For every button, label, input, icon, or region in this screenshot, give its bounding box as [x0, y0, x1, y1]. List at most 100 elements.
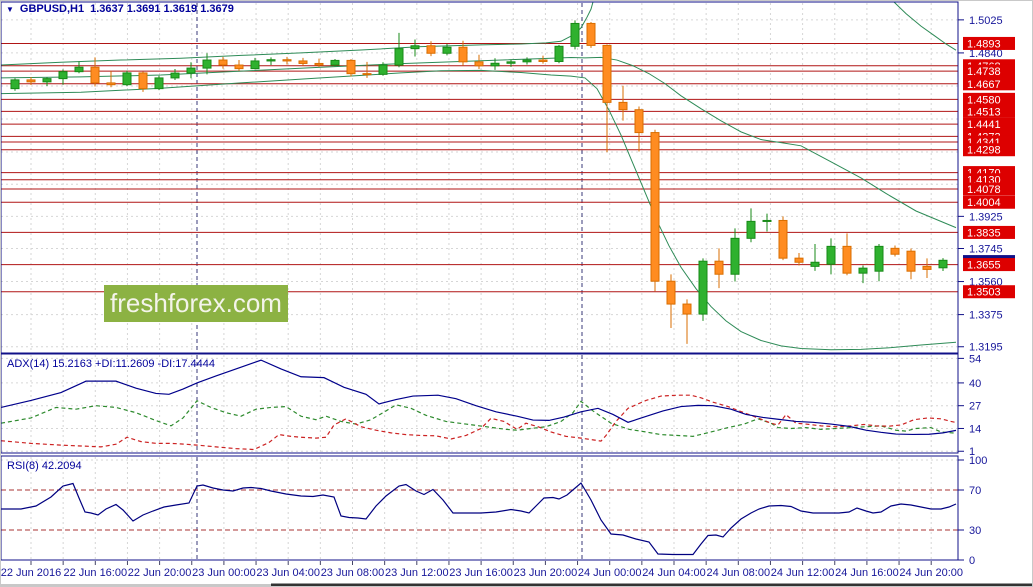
- bearish-candle: [906, 248, 916, 280]
- time-label: 24 Jun 04:00: [642, 567, 706, 579]
- bullish-candle: [378, 62, 388, 76]
- bearish-candle: [922, 258, 932, 278]
- price-tick-label: 1.3925: [969, 211, 1003, 223]
- bearish-candle: [426, 41, 436, 57]
- bullish-candle: [170, 68, 180, 81]
- time-label: 22 Jun 16:00: [63, 567, 127, 579]
- svg-text:1.4441: 1.4441: [967, 119, 1001, 131]
- svg-text:1.4004: 1.4004: [967, 197, 1001, 209]
- bullish-candle: [570, 20, 580, 50]
- bearish-candle: [778, 216, 788, 261]
- bearish-candle: [362, 61, 372, 78]
- time-axis: 22 Jun 2016 22 Jun 16:00 22 Jun 20:00 23 Ju…: [1, 561, 963, 579]
- svg-text:1.4298: 1.4298: [967, 145, 1001, 157]
- bullish-candle: [506, 59, 516, 67]
- adx-indicator-label: ADX(14) 15.2163 +DI:11.2609 -DI:17.4444: [7, 358, 216, 370]
- price-tick-label: 1.4840: [969, 48, 1003, 60]
- bullish-candle: [186, 62, 196, 79]
- time-label: 24 Jun 00:00: [578, 567, 642, 579]
- svg-text:1.3835: 1.3835: [967, 227, 1001, 239]
- bollinger-lower-band: [1, 69, 957, 351]
- adx-tick-label: 27: [969, 401, 981, 413]
- adx-minus-di-line: [1, 394, 957, 451]
- svg-text:1.4513: 1.4513: [967, 106, 1001, 118]
- svg-text:1.4738: 1.4738: [967, 66, 1001, 78]
- bearish-candle: [474, 54, 484, 69]
- sr-price-flag: 1.4004: [963, 195, 1015, 209]
- svg-text:1.3503: 1.3503: [967, 287, 1001, 299]
- svg-text:1.4667: 1.4667: [967, 79, 1001, 91]
- bullish-candle: [730, 228, 740, 282]
- svg-text:1.4078: 1.4078: [967, 184, 1001, 196]
- bullish-candle: [10, 78, 20, 91]
- time-label: 24 Jun 12:00: [771, 567, 835, 579]
- time-label: 22 Jun 2016: [1, 567, 61, 579]
- time-label: 23 Jun 00:00: [192, 567, 256, 579]
- time-label: 23 Jun 04:00: [256, 567, 320, 579]
- sr-price-flag: 1.4513: [963, 104, 1015, 118]
- bullish-candle: [746, 208, 756, 243]
- sr-price-flag: 1.3655: [963, 255, 1015, 272]
- support-resistance-lines: [1, 42, 958, 293]
- chevron-down-icon[interactable]: ▼: [6, 4, 14, 14]
- bearish-candle: [538, 55, 548, 64]
- bullish-candle: [698, 258, 708, 321]
- bullish-candle: [74, 61, 84, 74]
- bollinger-upper-band: [893, 2, 957, 51]
- rsi-tick-label: 100: [969, 455, 987, 467]
- sr-price-flag: 1.3835: [963, 225, 1015, 239]
- bullish-candle: [490, 58, 500, 70]
- bearish-candle: [890, 245, 900, 257]
- bearish-candle: [618, 85, 628, 121]
- symbol-period-label: GBPUSD,H1: [19, 3, 85, 15]
- candles-layer: [10, 20, 948, 344]
- price-tick-label: 1.3375: [969, 310, 1003, 322]
- rsi-tick-label: 70: [969, 485, 981, 497]
- adx-panel-border: [1, 353, 959, 454]
- bullish-candle: [122, 70, 132, 86]
- main-panel-border: [1, 1, 959, 354]
- chart-title: ▼ GBPUSD,H1 1.3637 1.3691 1.3619 1.3679: [6, 3, 234, 15]
- sr-price-flag: 1.3503: [963, 285, 1015, 299]
- bullish-candle: [826, 238, 836, 275]
- adx-tick-label: 1: [969, 446, 975, 458]
- broker-watermark: freshforex.com: [104, 285, 288, 322]
- bearish-candle: [26, 77, 36, 86]
- time-label: 23 Jun 16:00: [449, 567, 513, 579]
- bullish-candle: [330, 58, 340, 67]
- bearish-candle: [458, 40, 468, 66]
- bollinger-upper-band: [1, 2, 594, 66]
- bearish-candle: [298, 57, 308, 66]
- time-label: 24 Jun 16:00: [835, 567, 899, 579]
- sr-price-flag: 1.4580: [963, 92, 1015, 106]
- bearish-candle: [106, 71, 116, 88]
- rsi-tick-label: 0: [969, 555, 975, 567]
- sr-price-flag: 1.4441: [963, 117, 1015, 131]
- bullish-candle: [266, 57, 276, 66]
- sr-price-flag: 1.4738: [963, 64, 1015, 78]
- svg-text:1.4580: 1.4580: [967, 94, 1001, 106]
- adx-main-line: [1, 359, 957, 436]
- bearish-candle: [234, 60, 244, 71]
- bearish-candle: [634, 106, 644, 152]
- bullish-candle: [522, 57, 532, 65]
- sr-price-flag: 1.4078: [963, 182, 1015, 196]
- time-label: 24 Jun 08:00: [706, 567, 770, 579]
- bullish-candle: [762, 213, 772, 232]
- bearish-candle: [218, 56, 228, 69]
- bearish-candle: [842, 233, 852, 276]
- bollinger-middle-band: [1, 56, 957, 229]
- bearish-candle: [650, 129, 660, 292]
- bearish-candle: [346, 59, 356, 77]
- bearish-candle: [794, 252, 804, 266]
- sr-price-flag: 1.4298: [963, 143, 1015, 157]
- time-label: 22 Jun 20:00: [128, 567, 192, 579]
- time-label: 23 Jun 20:00: [514, 567, 578, 579]
- rsi-line: [1, 482, 957, 556]
- bearish-candle: [314, 58, 324, 67]
- rsi-indicator-label: RSI(8) 42.2094: [7, 460, 82, 472]
- bullish-candle: [154, 75, 164, 91]
- adx-tick-label: 40: [969, 378, 981, 390]
- price-tick-label: 1.3745: [969, 244, 1003, 256]
